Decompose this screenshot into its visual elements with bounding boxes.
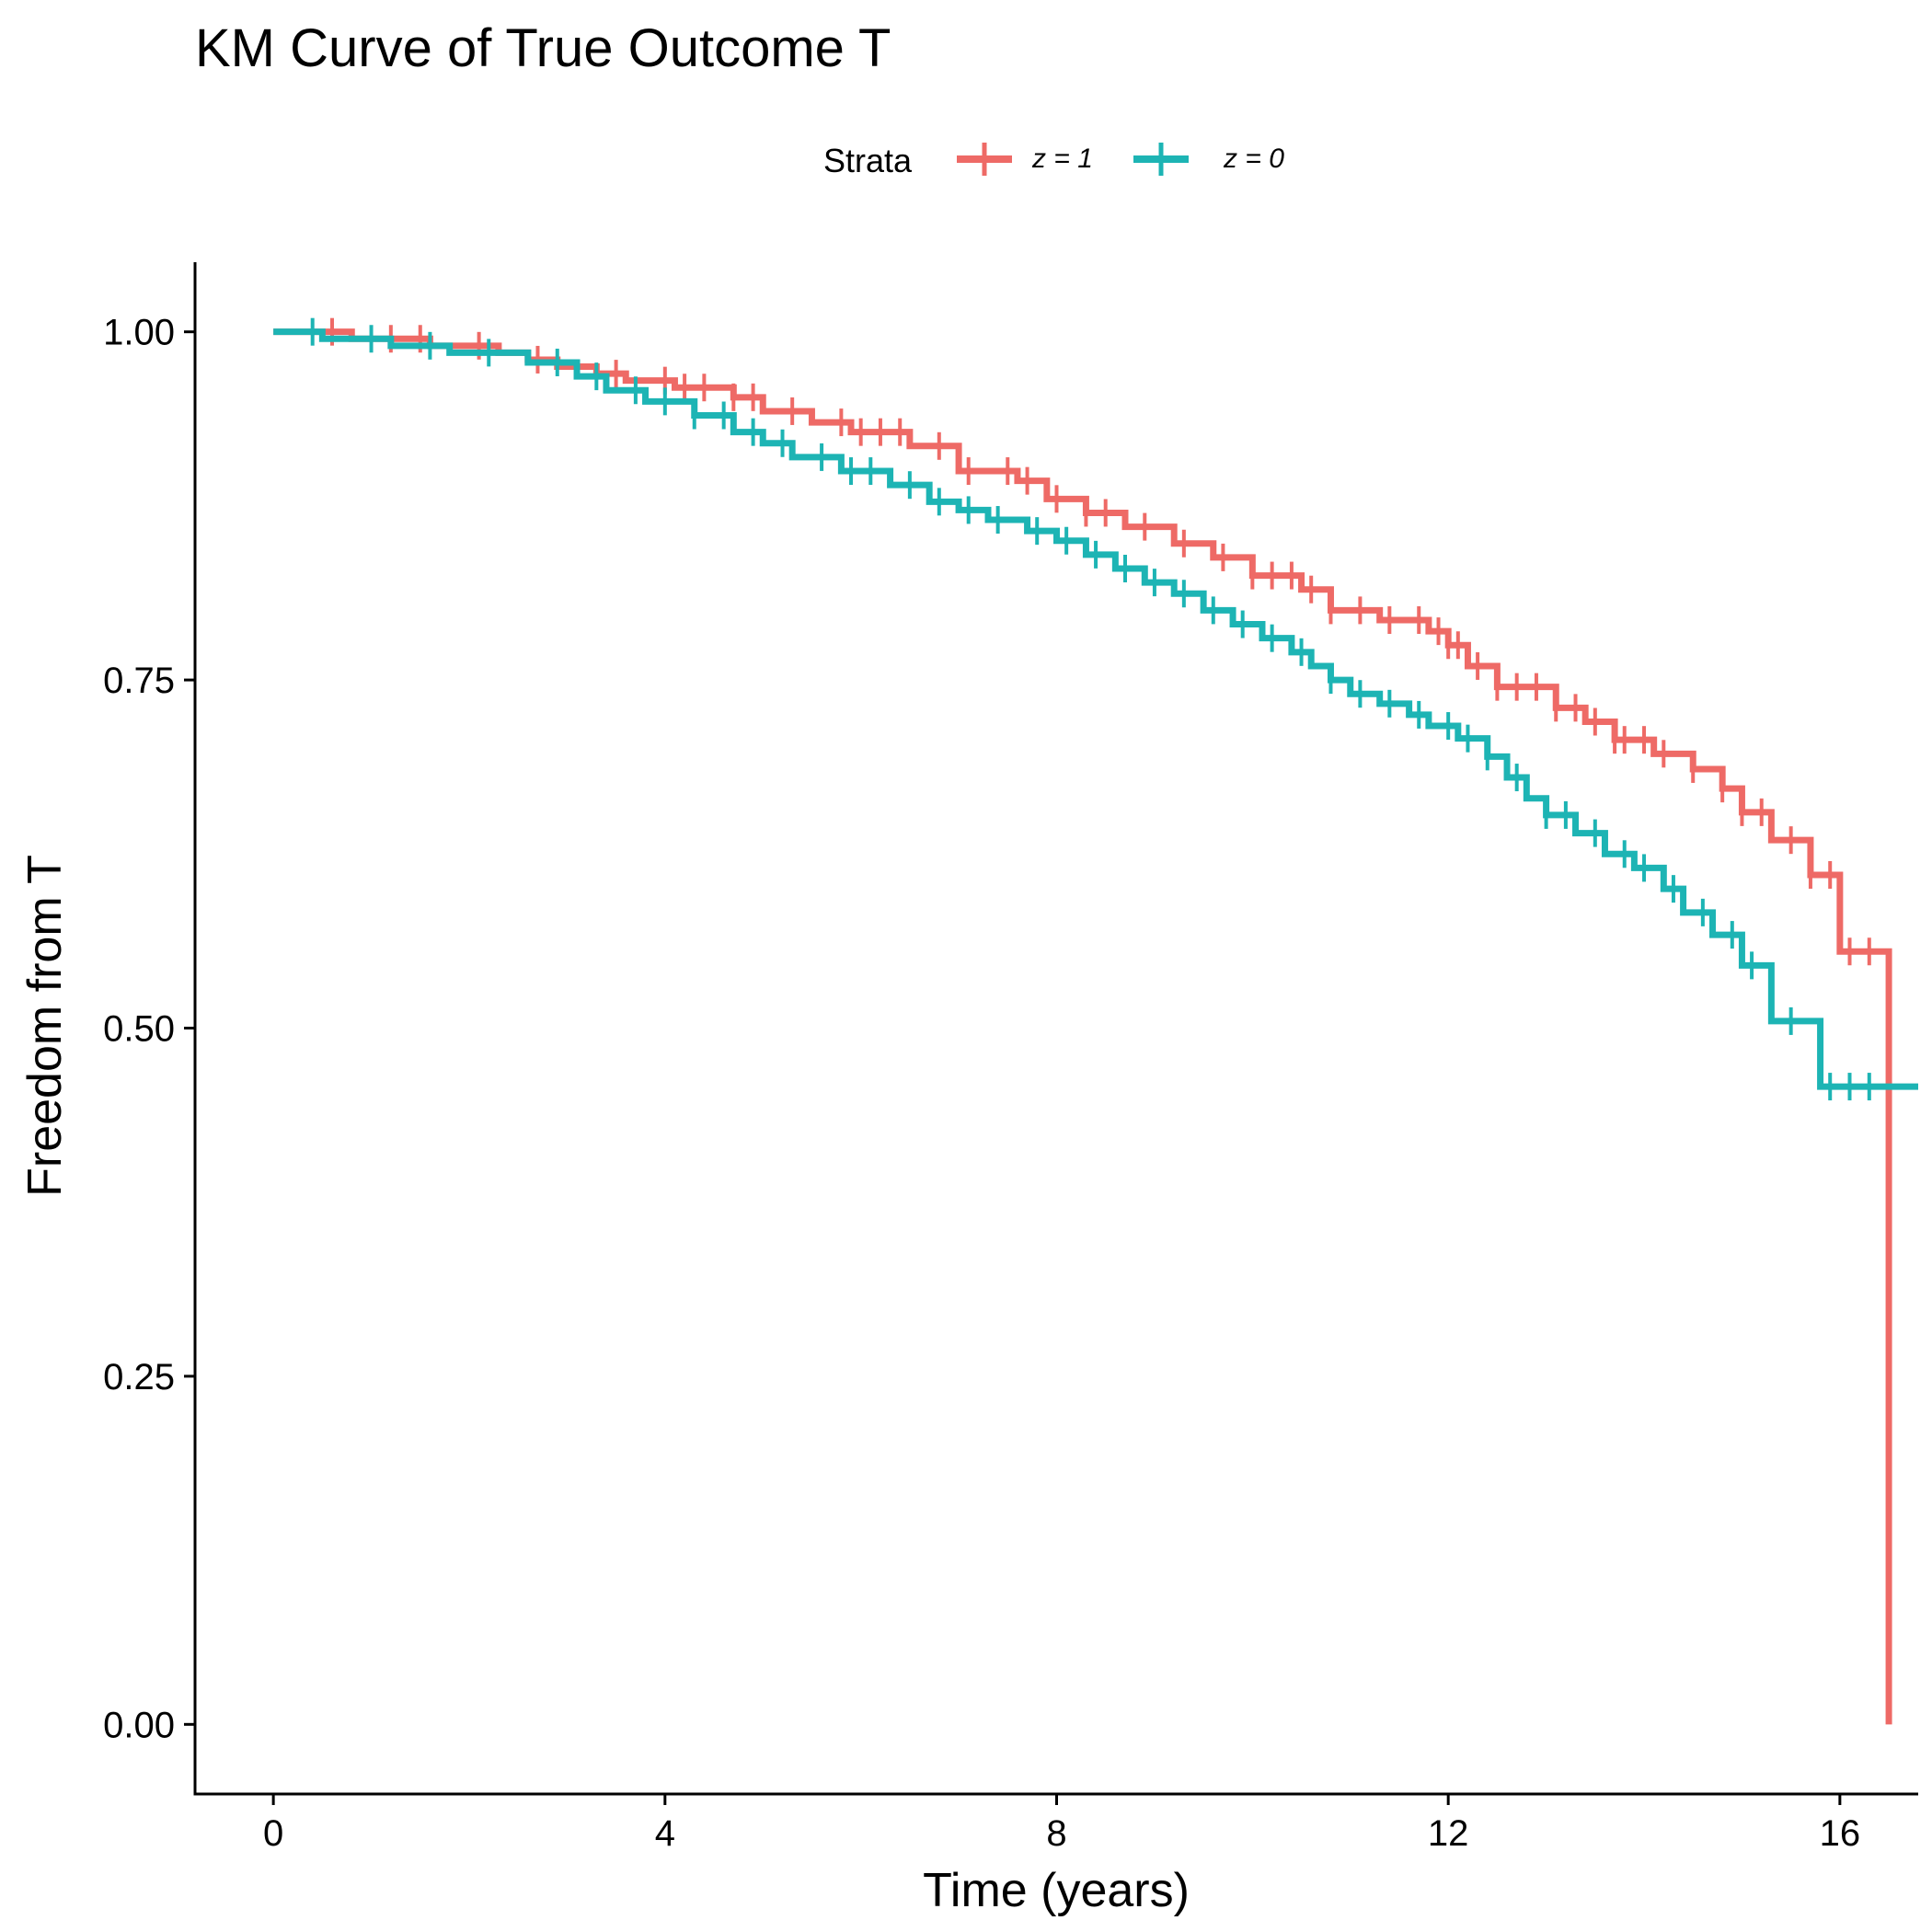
x-tick-label: 16 xyxy=(1820,1813,1861,1854)
legend-key-z0 xyxy=(1133,143,1189,176)
y-tick-label: 0.25 xyxy=(103,1357,175,1397)
x-tick-label: 4 xyxy=(655,1813,675,1854)
y-tick-label: 0.00 xyxy=(103,1705,175,1745)
x-axis-title: Time (years) xyxy=(923,1864,1190,1917)
legend-label-z0: z = 0 xyxy=(1223,144,1284,174)
axes: 0 4 8 12 16 0.00 0.25 0.50 0.75 1.00 xyxy=(103,262,1918,1854)
km-curve-z0 xyxy=(273,328,1918,1090)
x-tick-label: 0 xyxy=(263,1813,283,1854)
x-tick-label: 8 xyxy=(1046,1813,1066,1854)
y-axis-title: Freedom from T xyxy=(18,855,72,1197)
x-tick-label: 12 xyxy=(1428,1813,1469,1854)
y-tick-label: 0.75 xyxy=(103,661,175,701)
legend-title: Strata xyxy=(823,142,913,179)
chart-title: KM Curve of True Outcome T xyxy=(195,18,891,78)
legend-label-z1: z = 1 xyxy=(1031,144,1093,174)
legend: Strata z = 1 z = 0 xyxy=(823,142,1284,179)
plot-area xyxy=(273,317,1918,1725)
y-tick-label: 0.50 xyxy=(103,1009,175,1050)
legend-key-z1 xyxy=(957,143,1012,176)
y-tick-label: 1.00 xyxy=(103,313,175,353)
